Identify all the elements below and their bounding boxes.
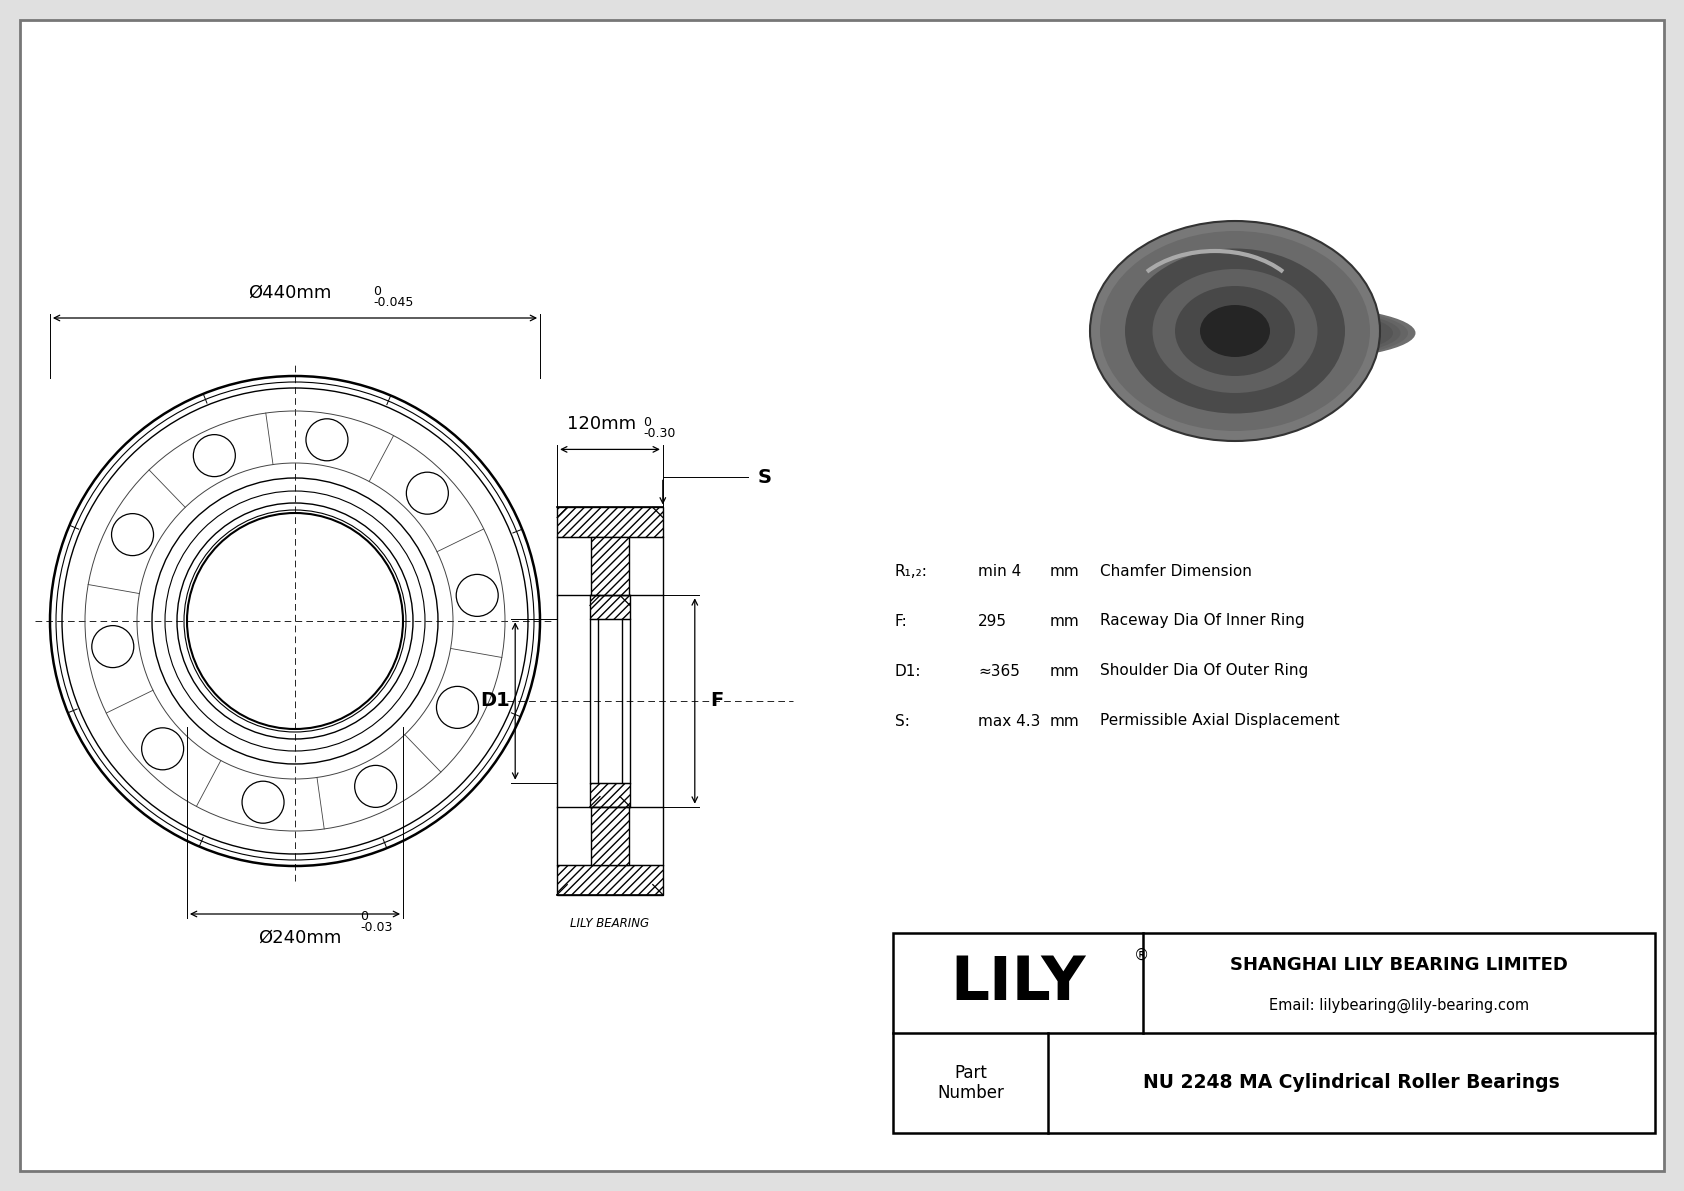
Text: Ø240mm: Ø240mm <box>258 929 342 947</box>
Text: NU 2248 MA Cylindrical Roller Bearings: NU 2248 MA Cylindrical Roller Bearings <box>1143 1073 1559 1092</box>
Ellipse shape <box>1152 269 1317 393</box>
Text: Chamfer Dimension: Chamfer Dimension <box>1100 563 1251 579</box>
Text: D1:: D1: <box>894 663 921 679</box>
Bar <box>591 537 630 596</box>
Bar <box>589 596 630 619</box>
Text: S: S <box>758 468 771 487</box>
Bar <box>893 933 1655 1133</box>
Ellipse shape <box>1201 305 1270 357</box>
Text: mm: mm <box>1051 613 1079 629</box>
Text: 120mm: 120mm <box>568 416 637 434</box>
Ellipse shape <box>1175 286 1295 376</box>
Bar <box>591 806 630 865</box>
Ellipse shape <box>1142 306 1408 361</box>
Bar <box>557 507 663 537</box>
Text: S:: S: <box>894 713 909 729</box>
Text: min 4: min 4 <box>978 563 1021 579</box>
Text: max 4.3: max 4.3 <box>978 713 1041 729</box>
Text: R₂: R₂ <box>594 592 606 603</box>
Bar <box>557 507 663 537</box>
Text: F:: F: <box>894 613 908 629</box>
Text: 0: 0 <box>360 910 369 923</box>
Text: Permissible Axial Displacement: Permissible Axial Displacement <box>1100 713 1340 729</box>
Text: 0: 0 <box>372 285 381 298</box>
Text: -0.045: -0.045 <box>372 297 413 308</box>
Text: -0.03: -0.03 <box>360 921 392 934</box>
Ellipse shape <box>1098 306 1388 361</box>
Text: 0: 0 <box>643 417 652 430</box>
Text: mm: mm <box>1051 663 1079 679</box>
Ellipse shape <box>1154 306 1413 361</box>
Text: Email: lilybearing@lily-bearing.com: Email: lilybearing@lily-bearing.com <box>1270 997 1529 1012</box>
Ellipse shape <box>1147 306 1411 361</box>
Ellipse shape <box>1159 306 1416 361</box>
Bar <box>591 806 630 865</box>
Bar <box>589 782 630 806</box>
Text: Raceway Dia Of Inner Ring: Raceway Dia Of Inner Ring <box>1100 613 1305 629</box>
Ellipse shape <box>1132 306 1403 361</box>
Text: ≈365: ≈365 <box>978 663 1021 679</box>
Text: LILY: LILY <box>950 954 1086 1012</box>
Text: 295: 295 <box>978 613 1007 629</box>
Text: R₁,₂:: R₁,₂: <box>894 563 928 579</box>
Ellipse shape <box>1100 231 1371 431</box>
Text: LILY BEARING: LILY BEARING <box>571 917 650 930</box>
Bar <box>557 865 663 894</box>
Text: SHANGHAI LILY BEARING LIMITED: SHANGHAI LILY BEARING LIMITED <box>1229 956 1568 974</box>
Text: mm: mm <box>1051 713 1079 729</box>
Text: Ø440mm: Ø440mm <box>248 283 332 303</box>
Ellipse shape <box>1115 306 1396 361</box>
Ellipse shape <box>1103 306 1391 361</box>
Bar <box>589 782 630 806</box>
Ellipse shape <box>1090 222 1379 441</box>
Bar <box>589 596 630 619</box>
Text: -0.30: -0.30 <box>643 428 675 441</box>
Ellipse shape <box>1120 306 1398 361</box>
Text: Part
Number: Part Number <box>936 1064 1004 1103</box>
Ellipse shape <box>1125 306 1401 361</box>
Ellipse shape <box>1110 306 1393 361</box>
Text: R₁: R₁ <box>611 601 625 611</box>
Bar <box>557 865 663 894</box>
Text: mm: mm <box>1051 563 1079 579</box>
Text: F: F <box>711 692 724 711</box>
Text: Shoulder Dia Of Outer Ring: Shoulder Dia Of Outer Ring <box>1100 663 1308 679</box>
Bar <box>591 537 630 596</box>
Ellipse shape <box>1125 249 1346 413</box>
Ellipse shape <box>1137 306 1406 361</box>
Text: ®: ® <box>1133 948 1148 962</box>
Text: D1: D1 <box>480 692 510 711</box>
